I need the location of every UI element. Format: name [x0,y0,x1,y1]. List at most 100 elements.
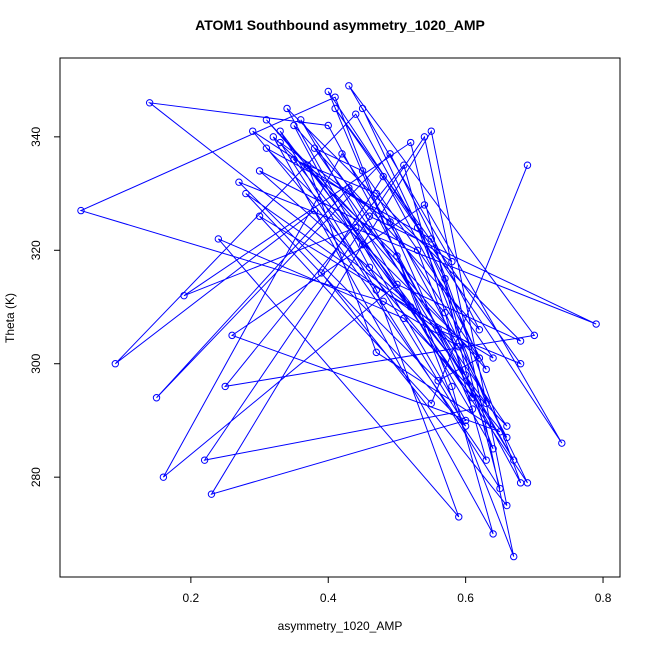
point [276,138,284,147]
point [516,337,525,345]
point [235,178,243,186]
point [221,382,229,391]
point [516,360,525,368]
point [372,348,381,357]
series-line [79,85,597,557]
point [489,445,497,453]
point [413,223,422,232]
point [420,133,429,141]
point [77,206,85,215]
point [482,456,490,464]
point [393,252,401,260]
x-tick-label: 0.2 [183,591,200,605]
point [228,331,236,340]
point [145,99,154,107]
point [427,235,435,243]
point [400,314,408,323]
y-tick-label: 300 [29,353,43,373]
point [441,308,449,317]
point [592,320,600,328]
point [386,150,394,158]
point [352,223,360,232]
point [503,501,511,510]
point [248,127,257,135]
y-tick-label: 280 [29,467,43,487]
point [406,138,415,147]
x-tick-label: 0.4 [320,591,337,605]
point [200,456,209,464]
point [489,530,497,538]
x-tick-label: 0.6 [457,591,474,605]
point [290,121,298,130]
point [461,371,470,379]
point [255,212,264,220]
point [455,513,463,521]
point [558,439,566,447]
point [255,167,264,175]
point [510,456,518,464]
point [393,280,401,289]
point [242,189,250,198]
point [475,325,484,334]
point [379,297,387,306]
point [461,422,470,430]
point [303,161,312,169]
point [482,399,490,408]
point [262,144,271,152]
point [503,422,511,430]
point [434,377,442,385]
point [310,144,319,152]
point [468,405,477,413]
point [365,263,374,272]
point [413,246,422,254]
point [379,172,387,181]
point [372,286,381,294]
point [358,167,367,175]
point [496,484,504,493]
point [324,121,332,130]
point [448,257,456,266]
point [530,331,539,340]
point [214,235,223,243]
point [358,104,367,113]
point [276,127,284,135]
point [207,490,216,498]
point [503,433,511,442]
point [338,150,346,158]
point [427,399,435,408]
plot-frame [59,57,621,578]
point [406,303,415,311]
point [475,354,484,362]
point [331,104,339,113]
point [310,206,319,215]
point [180,291,188,300]
point [427,127,435,135]
point [372,189,381,198]
point [461,416,470,425]
point [159,473,168,481]
point [496,428,504,436]
point [420,201,429,209]
point [441,274,449,283]
point [386,218,394,226]
point [345,82,353,90]
x-tick-label: 0.8 [595,591,612,605]
point [290,155,298,164]
point [297,116,305,124]
point [434,325,442,334]
point [317,269,326,277]
point [331,93,339,101]
point [365,212,374,220]
point [448,382,456,391]
point [510,552,518,561]
point [455,343,463,351]
y-tick-label: 340 [29,127,43,147]
point [283,104,291,113]
point [468,394,477,402]
point [152,394,161,402]
point [523,479,532,487]
x-axis-label: asymmetry_1020_AMP [278,619,403,633]
point [324,87,332,96]
